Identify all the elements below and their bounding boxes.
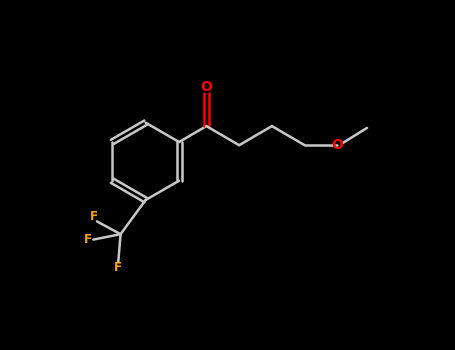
Text: O: O — [332, 138, 344, 152]
Text: F: F — [90, 210, 98, 223]
Text: F: F — [84, 233, 92, 246]
Text: F: F — [114, 261, 122, 274]
Text: O: O — [201, 79, 212, 93]
